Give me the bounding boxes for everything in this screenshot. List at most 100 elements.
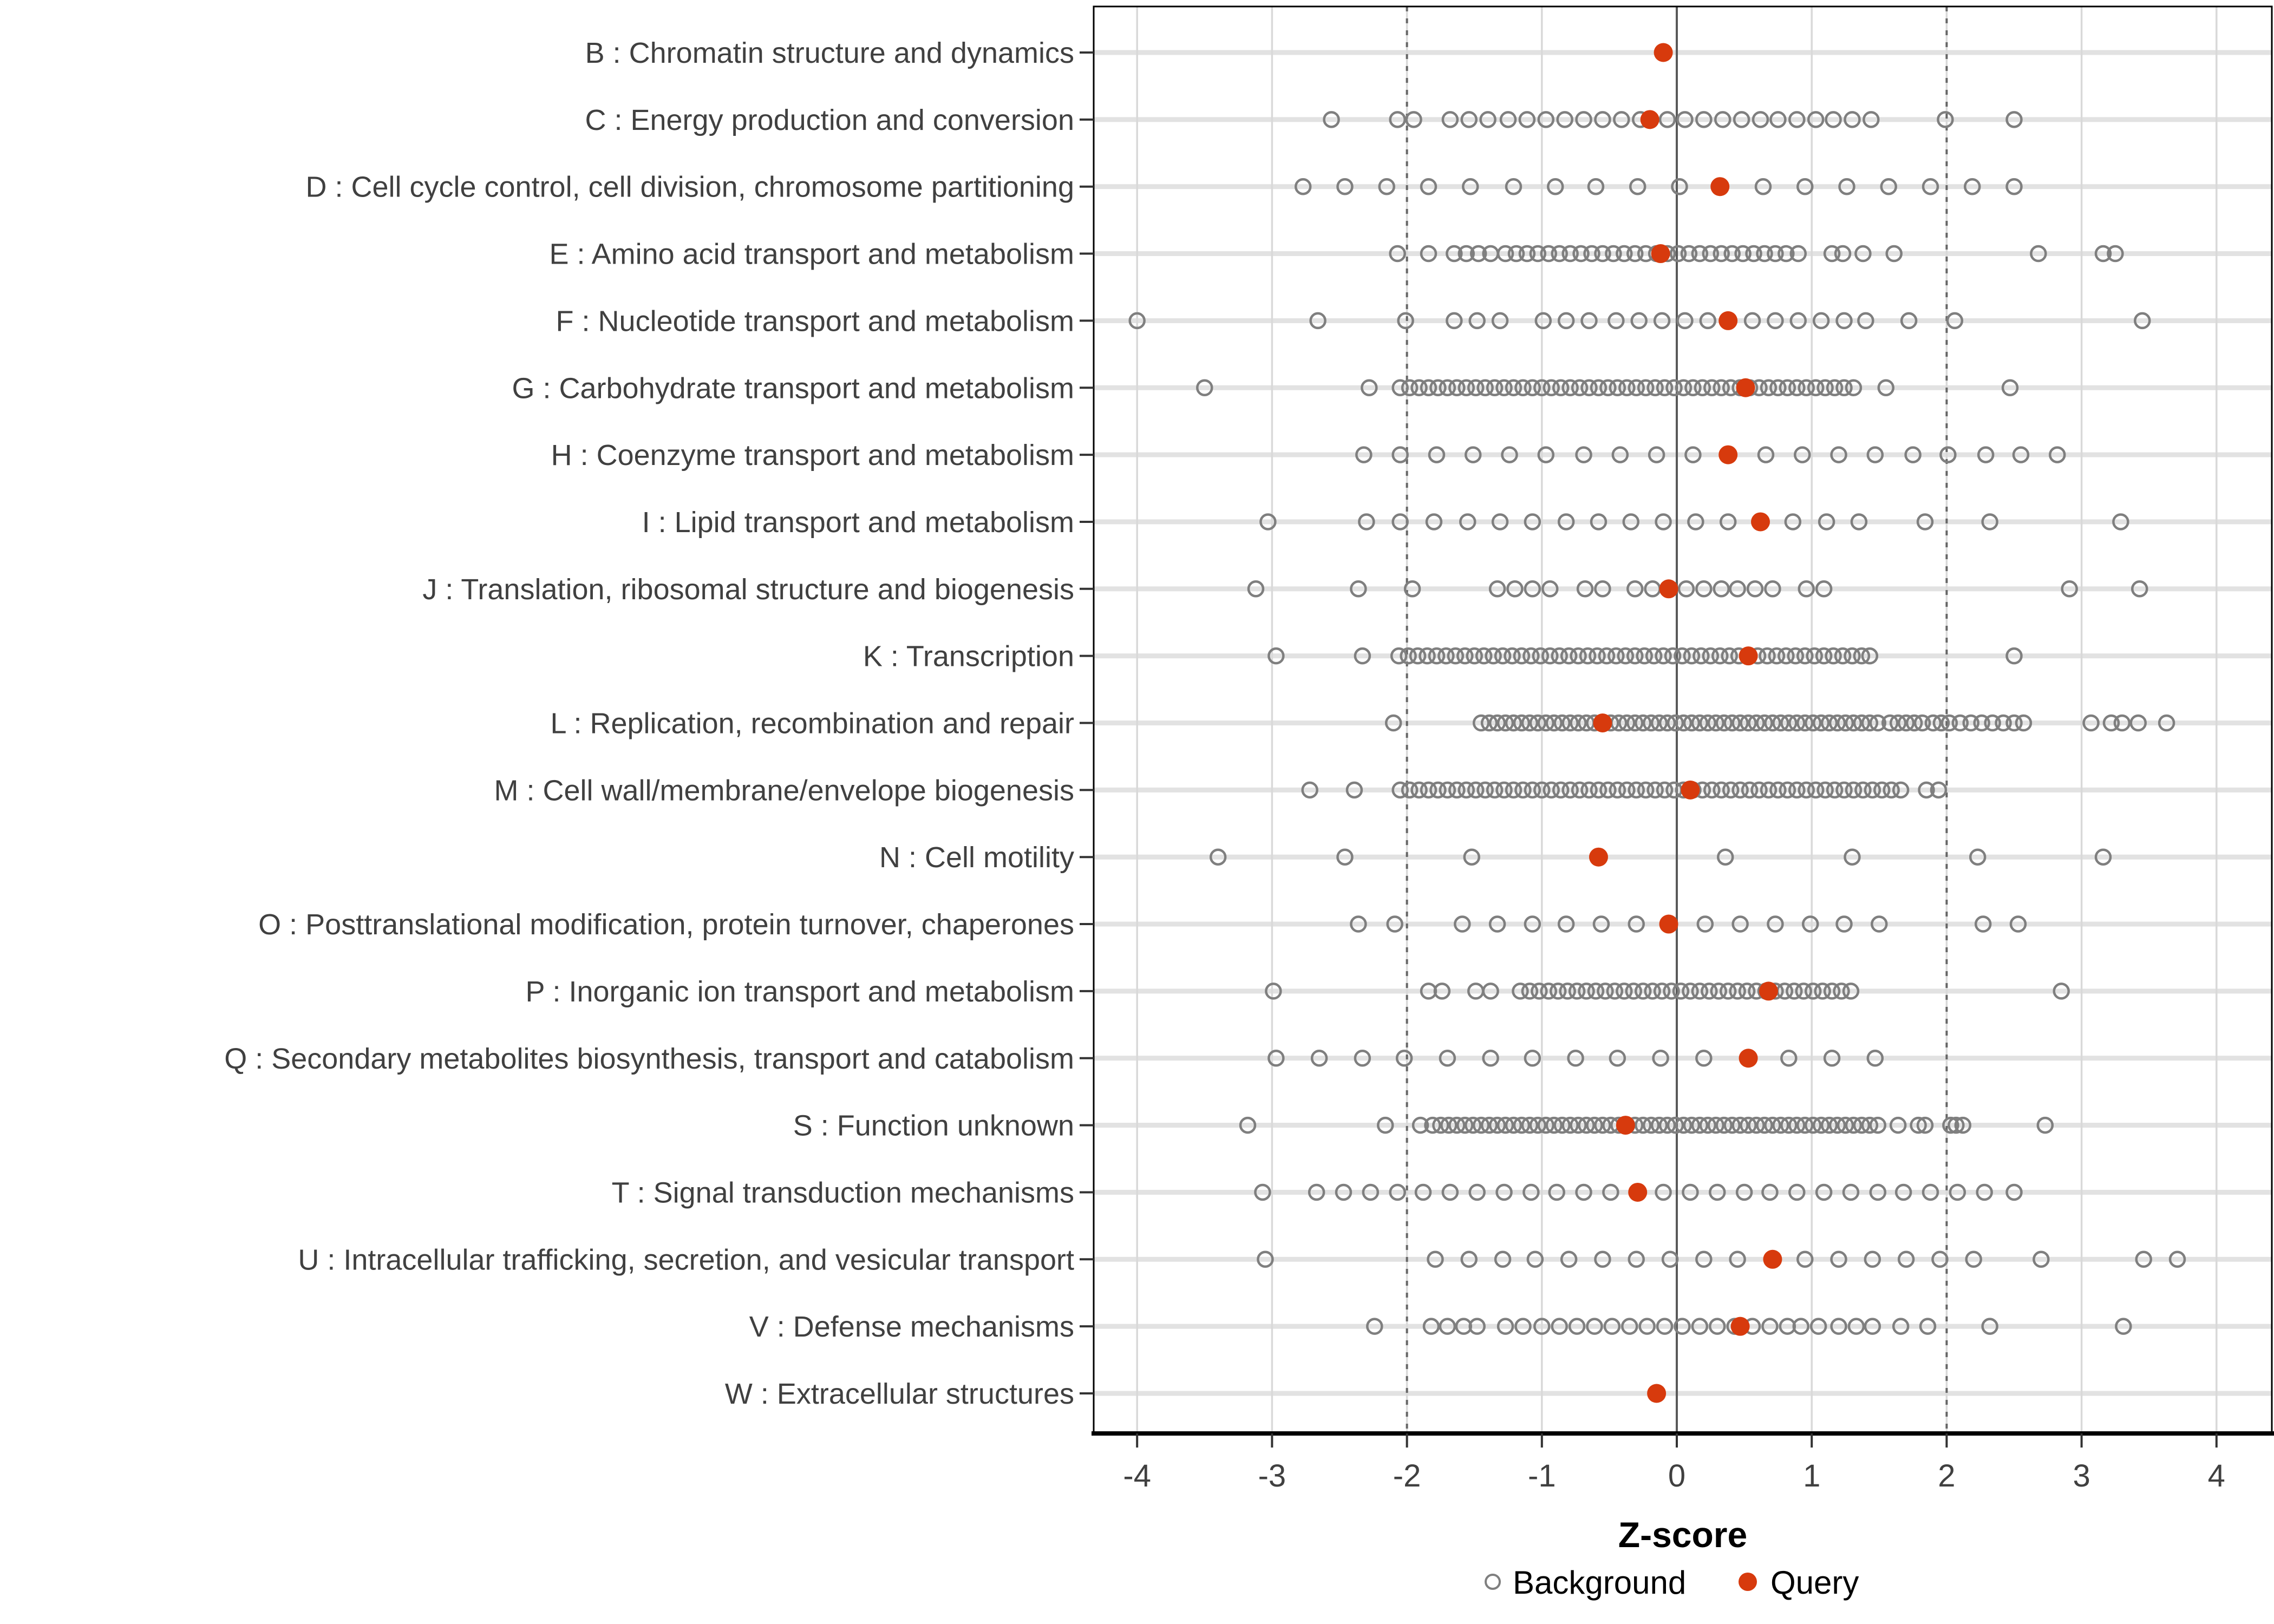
query-point — [1616, 1116, 1635, 1135]
background-point — [1400, 647, 1417, 665]
query-point — [1651, 244, 1670, 264]
background-point — [1599, 379, 1617, 396]
background-point — [1513, 714, 1531, 732]
background-point — [1628, 379, 1645, 396]
row-gridline — [1094, 184, 2272, 189]
x-tick-label: 3 — [2073, 1458, 2090, 1494]
background-point — [1671, 178, 1688, 195]
background-point — [1731, 781, 1749, 799]
query-point — [1759, 981, 1778, 1001]
row-gridline — [1094, 452, 2272, 457]
query-point — [1739, 1049, 1758, 1068]
background-point — [1949, 1183, 1966, 1201]
background-point — [1575, 446, 1592, 463]
y-axis-label-S: S : Function unknown — [793, 1110, 1074, 1142]
background-point — [1458, 245, 1475, 263]
background-point — [1826, 379, 1844, 396]
background-point — [1391, 781, 1409, 799]
background-point — [1740, 714, 1757, 732]
background-point — [1948, 1116, 1965, 1134]
query-point — [1640, 110, 1659, 129]
background-point — [1472, 714, 1490, 732]
query-point — [1628, 1182, 1648, 1202]
background-point — [1575, 1183, 1592, 1201]
background-point — [1524, 781, 1541, 799]
y-axis-label-U: U : Intracellular trafficking, secretion… — [298, 1243, 1074, 1276]
background-point — [1265, 983, 1282, 1000]
background-point — [1439, 1050, 1456, 1067]
background-point — [1864, 1250, 1881, 1268]
background-point — [1460, 111, 1478, 128]
background-point — [1546, 178, 1564, 195]
background-point — [1946, 312, 1964, 330]
background-point — [2012, 446, 2030, 463]
background-point — [1378, 178, 1395, 195]
background-point — [1655, 1183, 1672, 1201]
background-point — [1863, 111, 1880, 128]
background-point — [2036, 1116, 2054, 1134]
background-point — [1973, 714, 1990, 732]
background-point — [2131, 580, 2148, 598]
background-point — [1505, 379, 1522, 396]
background-point — [1412, 1116, 1429, 1134]
background-point — [1594, 1250, 1611, 1268]
background-point — [1350, 915, 1367, 933]
background-point — [1488, 915, 1506, 933]
background-point — [2082, 714, 2100, 732]
background-point — [1939, 446, 1957, 463]
background-point — [1521, 1116, 1539, 1134]
x-tick-label: -1 — [1528, 1458, 1556, 1494]
background-point — [1590, 379, 1608, 396]
background-point — [1844, 111, 1861, 128]
query-point — [1718, 445, 1738, 464]
background-point — [1524, 513, 1541, 531]
background-point — [1741, 781, 1759, 799]
background-point — [1362, 1183, 1380, 1201]
background-point — [1981, 513, 1998, 531]
background-point — [1642, 1116, 1660, 1134]
background-point — [1495, 781, 1513, 799]
background-point — [1683, 647, 1701, 665]
background-point — [1853, 647, 1871, 665]
background-point — [1634, 1116, 1652, 1134]
background-point — [1669, 245, 1687, 263]
background-point — [1830, 1250, 1847, 1268]
background-point — [1709, 1183, 1726, 1201]
background-point — [1486, 781, 1504, 799]
row-gridline — [1094, 854, 2272, 860]
background-point — [1719, 983, 1737, 1000]
background-point — [1691, 1318, 1709, 1335]
background-point — [1514, 1318, 1532, 1335]
background-point — [1505, 781, 1522, 799]
background-point — [1748, 1116, 1765, 1134]
background-point — [1540, 983, 1558, 1000]
background-point — [1794, 446, 1811, 463]
background-point — [1468, 1318, 1486, 1335]
row-gridline — [1094, 1391, 2272, 1396]
background-point — [1429, 379, 1447, 396]
background-point — [1401, 379, 1419, 396]
background-point — [1892, 1318, 1910, 1335]
background-point — [1501, 446, 1518, 463]
background-point — [1789, 312, 1807, 330]
background-point — [1458, 781, 1475, 799]
background-point — [1877, 379, 1895, 396]
background-point — [1796, 178, 1814, 195]
background-point — [1521, 714, 1539, 732]
background-point — [1628, 781, 1645, 799]
background-point — [1648, 446, 1665, 463]
background-point — [1913, 714, 1931, 732]
background-point — [1650, 714, 1668, 732]
background-point — [1861, 1116, 1879, 1134]
background-point — [1693, 647, 1710, 665]
background-point — [1570, 647, 1587, 665]
background-point — [2115, 1318, 2132, 1335]
background-point — [1556, 111, 1573, 128]
background-point — [1804, 1116, 1822, 1134]
background-point — [1795, 983, 1812, 1000]
background-point — [1428, 446, 1446, 463]
background-point — [1892, 781, 1910, 799]
background-point — [1613, 111, 1630, 128]
background-point — [1419, 647, 1436, 665]
background-point — [1715, 714, 1733, 732]
